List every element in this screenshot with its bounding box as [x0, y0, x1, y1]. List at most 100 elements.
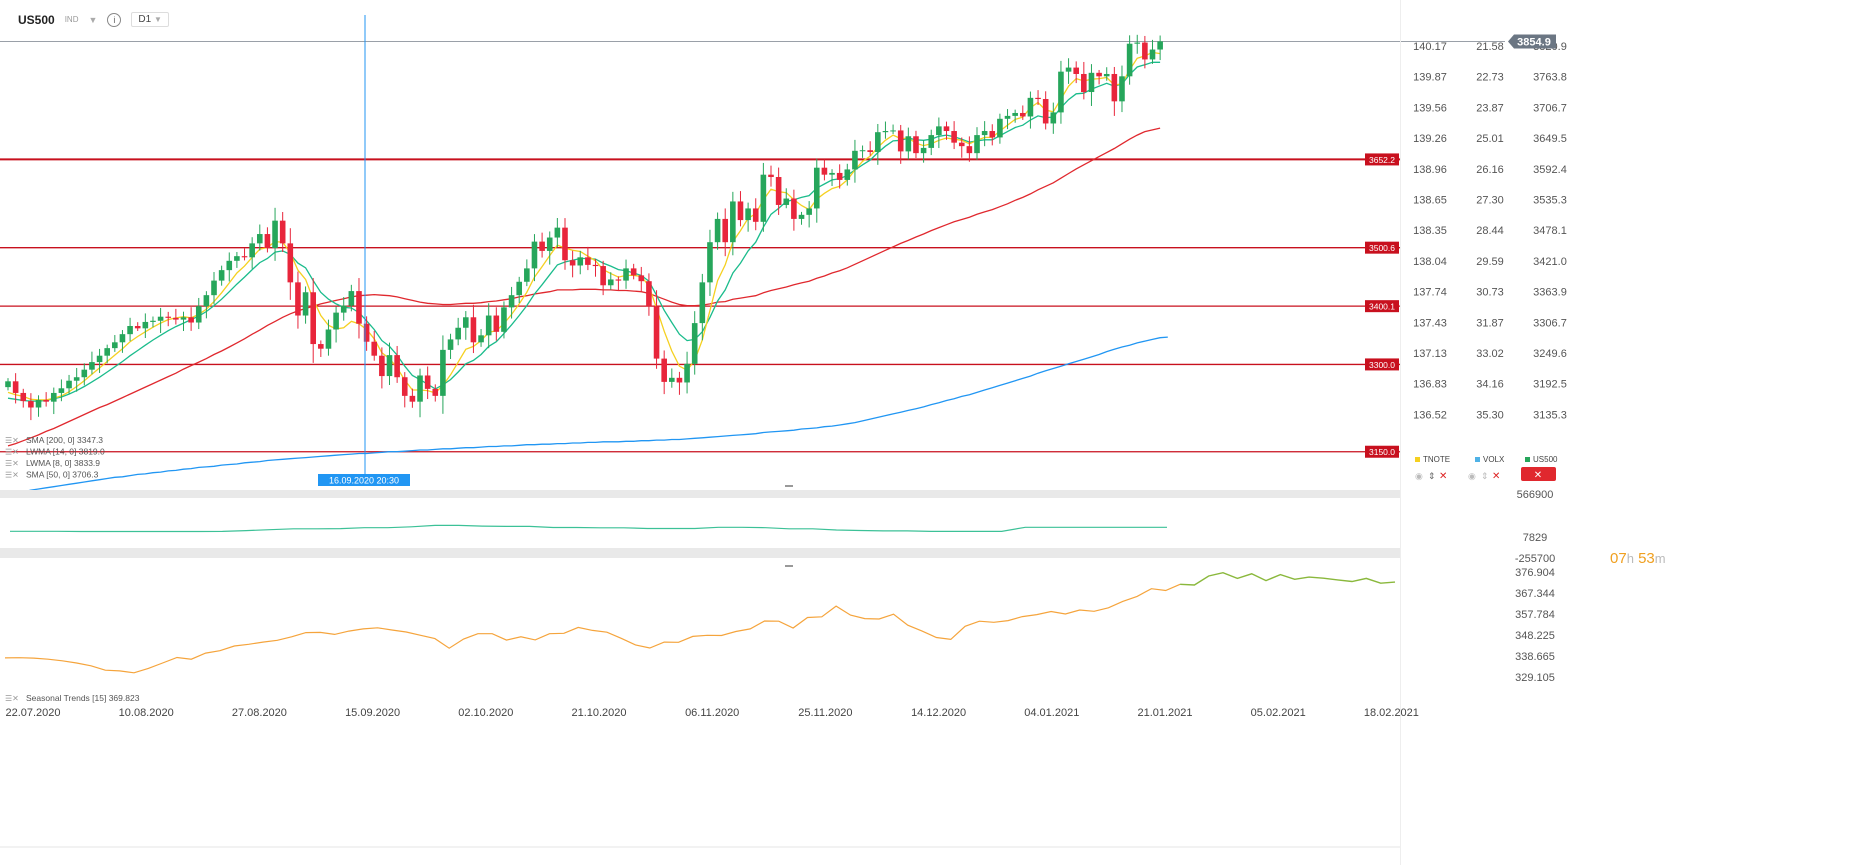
indicator-menu-icon: ☰✕	[5, 459, 19, 468]
pane-divider	[0, 490, 1400, 498]
candle	[630, 263, 637, 280]
tnote-tick-label: 138.65	[1413, 195, 1447, 207]
current-price-bg	[1508, 34, 1556, 49]
candle-body	[272, 220, 278, 249]
candle-body	[150, 320, 156, 322]
candle-body	[928, 135, 935, 148]
seasonal-pane[interactable]: ☰✕ Seasonal Trends [15] 369.823	[4, 571, 1396, 703]
candle	[272, 207, 278, 261]
candle-body	[585, 257, 591, 265]
candle	[638, 266, 645, 292]
candle-body	[241, 256, 248, 258]
symbol-label[interactable]: US500	[18, 12, 55, 27]
candle	[836, 164, 843, 189]
candle-body	[73, 377, 80, 381]
candle	[554, 218, 561, 248]
volx-tick-label: 29.59	[1476, 256, 1504, 268]
candle-body	[607, 279, 614, 286]
tnote-tick-label: 140.17	[1413, 41, 1447, 53]
indicator-label: SMA [200, 0] 3347.3	[26, 435, 103, 445]
x-tick-label: 27.08.2020	[232, 707, 287, 719]
candle	[783, 188, 790, 209]
instrument-type-badge: IND	[64, 15, 79, 24]
seasonal-tick-label: 357.784	[1515, 609, 1555, 621]
level-price-tag: 3652.2	[1365, 153, 1399, 166]
legend-tnote: TNOTE	[1423, 455, 1450, 464]
candle-body	[180, 317, 187, 320]
candle-body	[295, 282, 301, 316]
candle	[447, 333, 454, 360]
price-pane[interactable]: 3652.2 3500.6 3400.1 3300.0 3150.0 ☰✕ SMA [200…	[0, 34, 1505, 497]
level-price-tag: 3300.0	[1365, 358, 1399, 371]
candle-body	[1042, 99, 1049, 124]
candle-body	[195, 306, 202, 323]
candle	[12, 373, 19, 404]
candle-body	[760, 174, 767, 222]
candle	[829, 169, 835, 186]
x-tick-label: 06.11.2020	[685, 707, 739, 719]
indicator-menu-icon: ☰✕	[5, 436, 19, 445]
volx-tick-label: 27.30	[1476, 195, 1504, 207]
candle	[1134, 34, 1141, 54]
candle-countdown: 07h 53m	[1610, 550, 1666, 567]
candle	[157, 307, 164, 334]
info-icon[interactable]: i	[107, 12, 122, 27]
candle-body	[249, 243, 255, 258]
cot-tick-label: -255700	[1515, 553, 1555, 565]
candle	[661, 350, 667, 395]
candle-body	[142, 321, 149, 329]
candle-body	[1050, 112, 1057, 124]
candle-body	[1149, 49, 1156, 60]
chevron-down-icon[interactable]: ▼	[88, 14, 98, 25]
candle	[890, 124, 896, 135]
candle	[1142, 35, 1148, 69]
candle	[279, 212, 286, 253]
pane-resize-handle	[785, 565, 793, 567]
candle-body	[630, 268, 637, 276]
price-tick-label: 3535.3	[1533, 195, 1567, 207]
seasonal-menu-icon: ☰✕	[5, 694, 19, 703]
candle-body	[455, 327, 461, 340]
candle	[81, 363, 88, 386]
timeframe-select[interactable]: D1 ▼	[131, 12, 169, 27]
x-tick-label: 05.02.2021	[1251, 707, 1306, 719]
x-tick-label: 18.02.2021	[1364, 707, 1419, 719]
tnote-tick-label: 139.56	[1413, 102, 1447, 114]
candle-body	[905, 136, 912, 152]
candle	[867, 141, 873, 156]
candle	[1035, 90, 1041, 106]
candle-body	[234, 256, 240, 261]
candle	[356, 278, 362, 339]
price-tick-label: 3363.9	[1533, 287, 1567, 299]
level-tag-bg	[1365, 153, 1399, 166]
candle-body	[981, 131, 988, 136]
candle-body	[256, 234, 263, 244]
x-tick-label: 21.01.2021	[1137, 707, 1192, 719]
price-tick-label: 3192.5	[1533, 379, 1567, 391]
candle	[722, 208, 729, 257]
indicator-label: SMA [50, 0] 3706.3	[26, 470, 99, 480]
candle	[768, 165, 774, 187]
volx-tick-label: 23.87	[1476, 102, 1504, 114]
candle	[134, 322, 141, 332]
price-tick-label: 3135.3	[1533, 409, 1567, 421]
candle-body	[737, 201, 744, 221]
candle-body	[447, 339, 454, 350]
candle-body	[539, 241, 545, 251]
candle	[35, 395, 42, 417]
x-tick-label: 21.10.2020	[571, 707, 626, 719]
candle	[470, 304, 477, 354]
candle-body	[653, 306, 660, 359]
candle-body	[699, 282, 706, 324]
candle	[50, 387, 57, 415]
legend-volx: VOLX	[1483, 455, 1505, 464]
candle	[1149, 39, 1156, 64]
candle	[127, 317, 133, 342]
overlay: 16.09.2020 20:30	[318, 15, 410, 486]
volx-tick-label: 30.73	[1476, 287, 1504, 299]
volx-tick-label: 34.16	[1476, 379, 1504, 391]
level-tag-label: 3400.1	[1369, 302, 1395, 312]
candle	[104, 344, 110, 364]
candle-body	[20, 392, 27, 402]
